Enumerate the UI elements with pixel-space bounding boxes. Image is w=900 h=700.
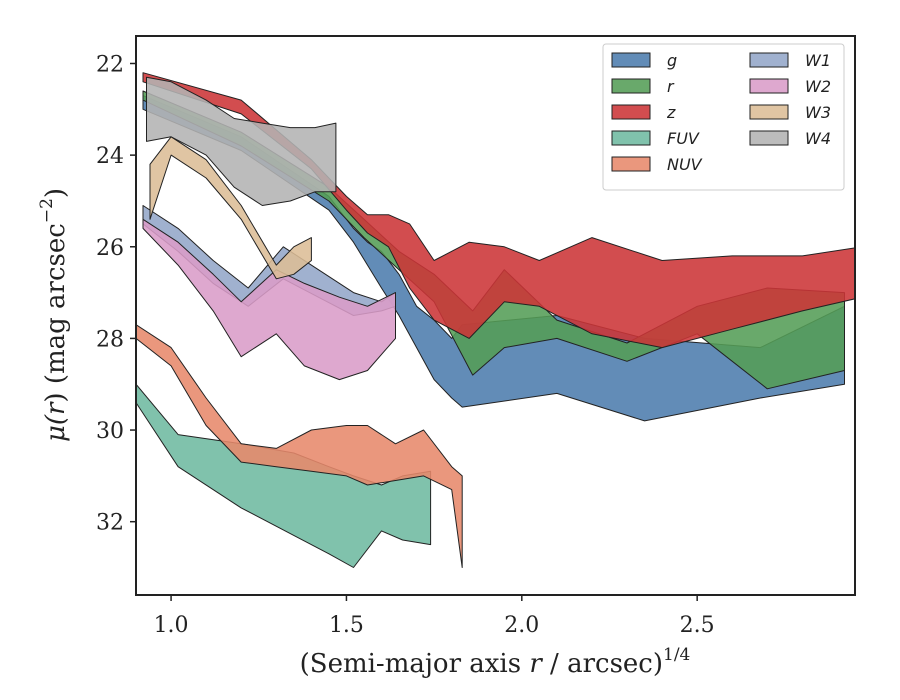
legend-swatch-z [611, 104, 651, 120]
legend-swatch-w3 [749, 104, 789, 120]
y-axis-title: μ(r) (mag arcsec−2) [37, 188, 71, 442]
legend-label-nuv: NUV [667, 155, 703, 174]
band-w2 [142, 218, 396, 381]
y-tick-label: 28 [96, 327, 124, 352]
legend: grz FUV NUV W1 W2 W3 W4 [602, 43, 845, 191]
x-tick-label: 2.0 [504, 613, 539, 638]
band-nuv [136, 324, 463, 568]
legend-label-z: z [666, 103, 676, 122]
x-tick-label: 1.0 [154, 613, 189, 638]
legend-label-w4: W4 [805, 129, 831, 148]
y-tick-label: 30 [96, 419, 124, 444]
legend-swatch-fuv [611, 130, 651, 146]
x-tick-label: 1.5 [329, 613, 364, 638]
legend-label-w3: W3 [805, 103, 831, 122]
y-tick-label: 24 [96, 144, 124, 169]
x-axis-ticks: 1.0 1.5 2.0 2.5 [154, 595, 715, 638]
legend-swatch-w2 [749, 78, 789, 94]
band-w4 [146, 76, 337, 206]
y-axis-ticks: 22 24 26 28 30 32 [96, 52, 136, 536]
legend-label-r: r [667, 77, 675, 96]
bands-layer [136, 72, 855, 568]
y-tick-label: 22 [96, 52, 124, 77]
legend-label-w2: W2 [805, 77, 831, 96]
legend-swatch-nuv [611, 156, 651, 172]
y-tick-label: 26 [96, 236, 124, 261]
legend-label-w1: W1 [805, 51, 831, 70]
y-tick-label: 32 [96, 511, 124, 536]
x-axis-title: (Semi-major axis r / arcsec)1/4 [300, 645, 691, 679]
legend-swatch-r [611, 78, 651, 94]
plot-frame [135, 35, 856, 596]
legend-label-g: g [667, 51, 677, 70]
legend-swatch-w1 [749, 52, 789, 68]
x-tick-label: 2.5 [680, 613, 715, 638]
band-w3 [149, 136, 312, 280]
legend-swatch-g [611, 52, 651, 68]
legend-label-fuv: FUV [667, 129, 700, 148]
band-z [142, 72, 855, 349]
legend-swatch-w4 [749, 130, 789, 146]
